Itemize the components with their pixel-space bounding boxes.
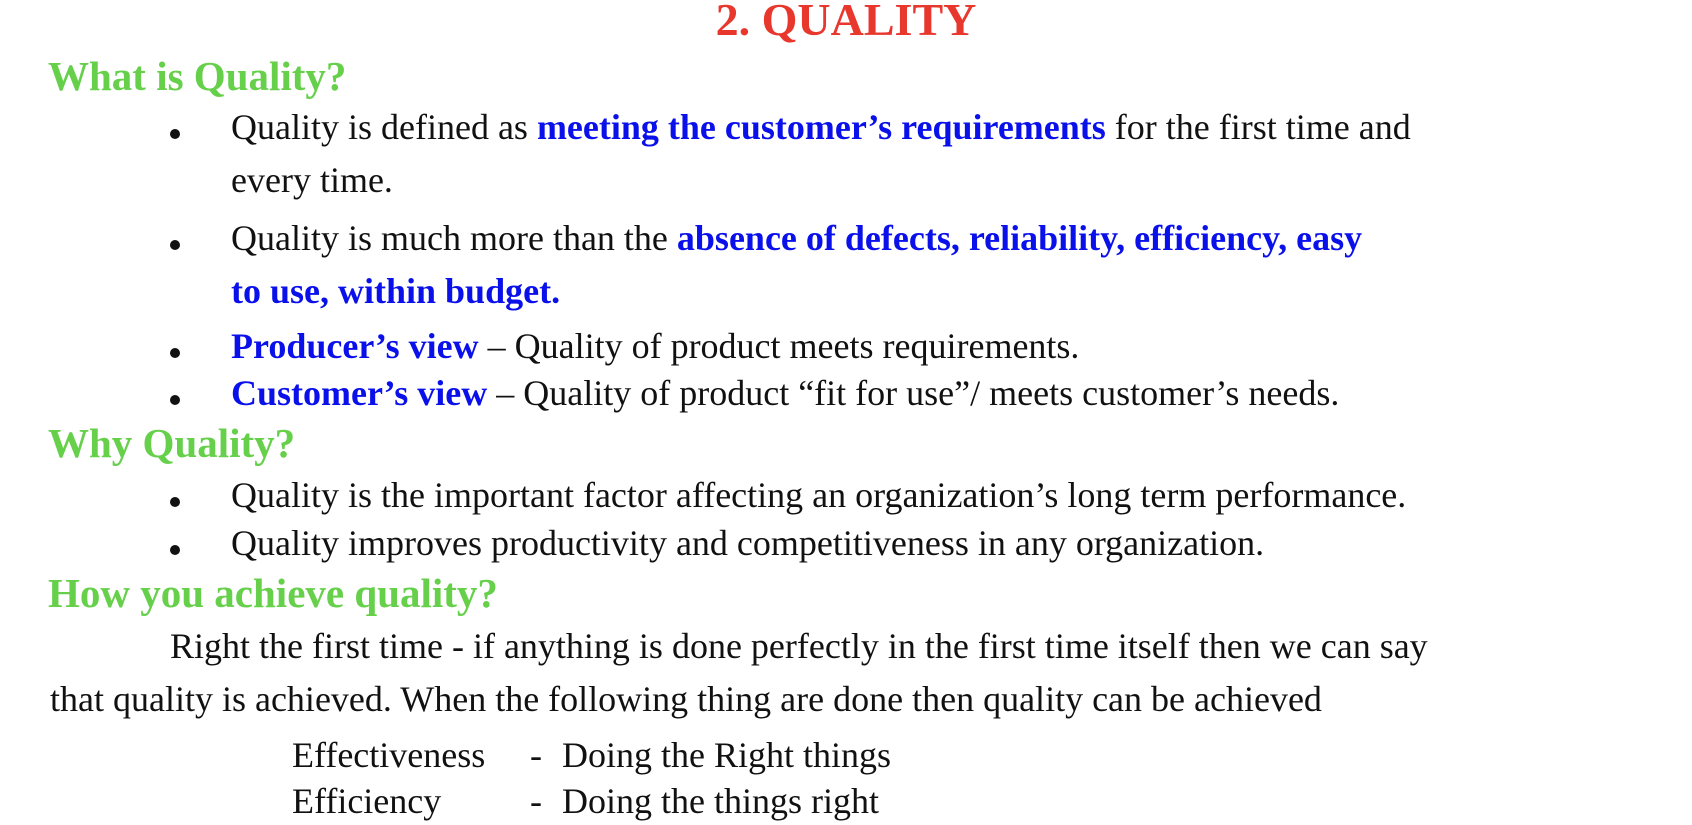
emphasis-text: Producer’s view (231, 326, 479, 366)
emphasis-text: Customer’s view (231, 373, 488, 413)
definition-term: Effectiveness (292, 735, 486, 775)
bullet-icon (170, 395, 180, 405)
bullet-text: Quality is defined as meeting the custom… (231, 107, 1411, 147)
bullet-icon (170, 348, 180, 358)
heading-why-quality: Why Quality? (48, 420, 296, 466)
bullet-text: Quality is much more than the absence of… (231, 218, 1363, 258)
bullet-icon (170, 129, 180, 139)
bullet-text: Producer’s view – Quality of product mee… (231, 326, 1080, 366)
heading-how-achieve-quality: How you achieve quality? (48, 570, 498, 616)
bullet-icon (170, 240, 180, 250)
bullet-icon (170, 497, 180, 507)
definition-dash: - (530, 781, 542, 821)
definition-term: Efficiency (292, 781, 442, 821)
bullet-text: Quality is the important factor affectin… (231, 475, 1407, 515)
emphasis-text-continuation: to use, within budget. (231, 271, 561, 311)
emphasis-text: meeting the customer’s requirements (536, 107, 1106, 147)
emphasis-text: absence of defects, reliability, efficie… (676, 218, 1363, 258)
definition-description: Doing the Right things (562, 735, 892, 775)
heading-what-is-quality: What is Quality? (48, 53, 347, 99)
page-title: 2. QUALITY (715, 0, 977, 45)
bullet-text: Quality improves productivity and compet… (231, 523, 1265, 563)
bullet-icon (170, 545, 180, 555)
definition-dash: - (530, 735, 542, 775)
bullet-text: Customer’s view – Quality of product “fi… (231, 373, 1340, 413)
bullet-text-continuation: every time. (231, 160, 393, 200)
definition-description: Doing the things right (562, 781, 879, 821)
paragraph-line: that quality is achieved. When the follo… (50, 679, 1322, 719)
paragraph-line: Right the first time - if anything is do… (170, 626, 1428, 666)
